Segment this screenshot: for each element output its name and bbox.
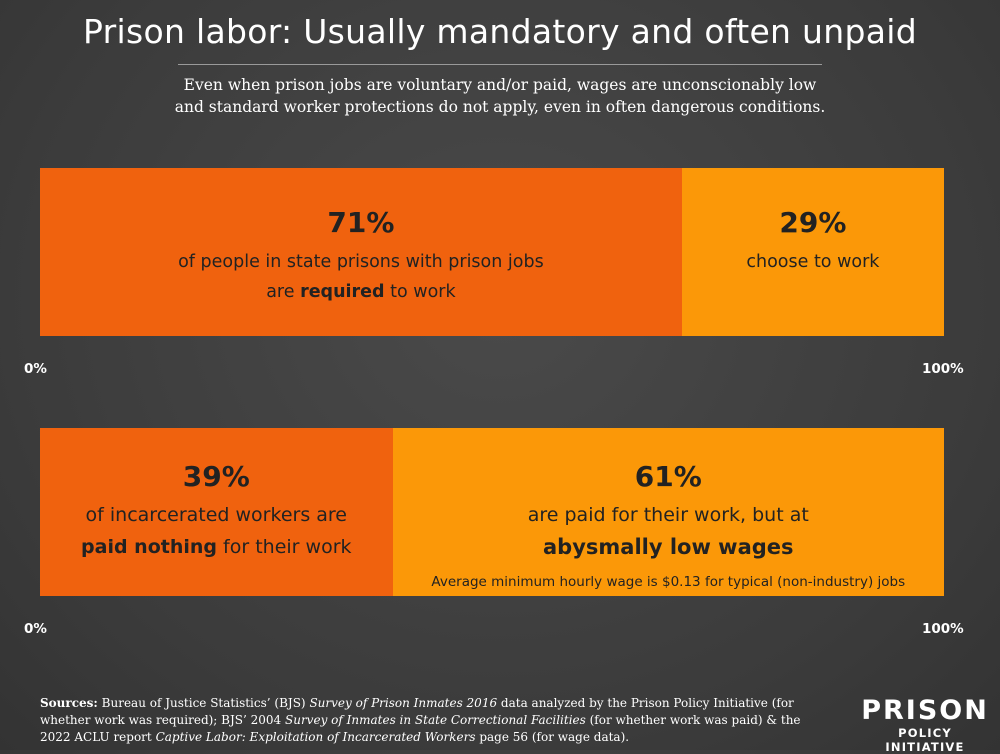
segment-required-text: 71% of people in state prisons with pris… — [40, 206, 682, 307]
bar-work-paid: 39% of incarcerated workers are paid not… — [40, 428, 944, 596]
bar-work-required: 71% of people in state prisons with pris… — [40, 168, 944, 336]
prison-policy-initiative-logo: PRISON POLICY INITIATIVE — [860, 696, 990, 754]
segment-paid-line1: are paid for their work, but at — [527, 504, 809, 526]
sources-note: Sources: Bureau of Justice Statistics’ (… — [40, 696, 801, 744]
axis-label-0-bottom: 0% — [24, 621, 47, 637]
bar-segment-unpaid: 39% of incarcerated workers are paid not… — [40, 428, 393, 596]
segment-paid-line2: abysmally low wages — [543, 535, 794, 559]
segment-required-pct: 71% — [327, 206, 395, 239]
axis-label-100-bottom: 100% — [922, 621, 964, 637]
chart-title: Prison labor: Usually mandatory and ofte… — [83, 12, 917, 51]
axis-label-0-top: 0% — [24, 361, 47, 377]
segment-choose-line1: choose to work — [746, 252, 880, 272]
bar-segment-paid: 61% are paid for their work, but at abys… — [392, 428, 944, 596]
segment-required-line1: of people in state prisons with prison j… — [178, 252, 544, 272]
segment-unpaid-line2: paid nothing for their work — [81, 536, 352, 558]
segment-paid-text: 61% are paid for their work, but at abys… — [393, 460, 944, 563]
bar-segment-choose: 29% choose to work — [681, 168, 944, 336]
segment-unpaid-line1: of incarcerated workers are — [85, 504, 347, 526]
segment-unpaid-text: 39% of incarcerated workers are paid not… — [40, 460, 393, 563]
bar-segment-required: 71% of people in state prisons with pris… — [40, 168, 682, 336]
segment-choose-text: 29% choose to work — [682, 206, 944, 277]
subtitle-line-2: and standard worker protections do not a… — [174, 98, 826, 116]
segment-paid-pct: 61% — [634, 460, 702, 493]
wage-note: Average minimum hourly wage is $0.13 for… — [431, 574, 906, 590]
axis-label-100-top: 100% — [922, 361, 964, 377]
chart-subtitle: Even when prison jobs are voluntary and/… — [0, 74, 1000, 118]
title-divider — [178, 64, 822, 65]
subtitle-line-1: Even when prison jobs are voluntary and/… — [183, 76, 817, 94]
logo-main-text: PRISON — [861, 695, 989, 726]
segment-required-line2: are required to work — [266, 282, 456, 302]
segment-choose-pct: 29% — [779, 206, 847, 239]
segment-unpaid-pct: 39% — [182, 460, 250, 493]
